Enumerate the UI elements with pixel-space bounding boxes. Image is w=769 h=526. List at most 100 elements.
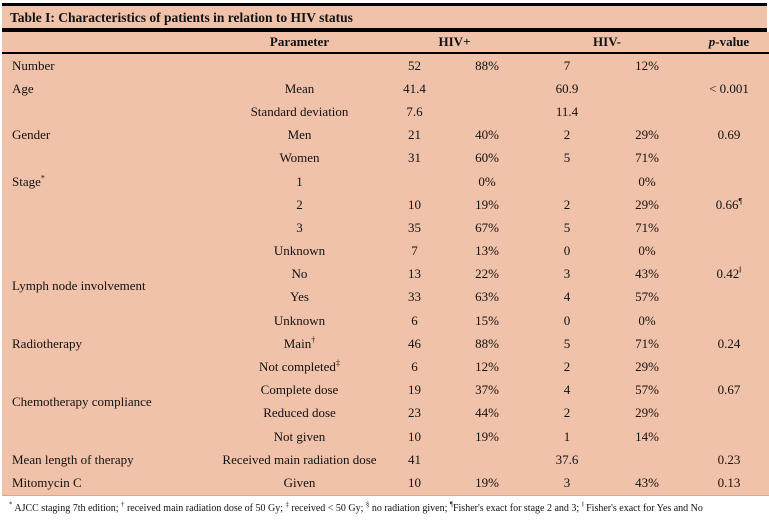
hiv-neg-n-cell: 0 xyxy=(563,312,571,328)
hiv-neg-n-cell: 60.9 xyxy=(555,80,579,96)
hiv-pos-pct-cell: 40% xyxy=(475,127,499,143)
hiv-neg-n-cell: 2 xyxy=(563,359,571,375)
hiv-neg-n-cell: 4 xyxy=(563,289,571,305)
parameter-cell: Given xyxy=(217,471,382,496)
hiv-neg-n-cell xyxy=(527,170,607,193)
parameter-cell: Women xyxy=(279,150,320,166)
hiv-pos-n-cell: 10 xyxy=(382,471,447,496)
hiv-pos-n-cell: 7 xyxy=(411,243,418,259)
category-cell: Age xyxy=(12,80,34,96)
hiv-pos-pct-cell xyxy=(447,448,527,471)
hiv-pos-n-cell: 10 xyxy=(408,428,421,444)
table-row-chemo-complete: Chemotherapy compliance Complete dose 19… xyxy=(2,379,769,409)
parameter-cell: No xyxy=(291,266,308,282)
footnote-text: Fisher's exact for stage 2 and 3; xyxy=(452,502,582,514)
parameter-cell: Unknown xyxy=(273,243,326,259)
hiv-neg-n-cell: 2 xyxy=(563,405,571,421)
hiv-pos-pct-cell: 88% xyxy=(475,335,499,351)
header-row: Parameter HIV+ HIV- p-value xyxy=(2,32,769,54)
footnote-marker-pilcrow: ¶ xyxy=(449,501,453,509)
table-row-stage-unknown: Unknown 7 13% 0 0% xyxy=(2,240,769,263)
hiv-neg-n-cell: 5 xyxy=(563,335,571,351)
parameter-cell: 1 xyxy=(296,173,303,189)
hiv-pos-pct-cell: 44% xyxy=(475,405,499,421)
hiv-neg-pct-cell: 29% xyxy=(635,359,659,375)
category-cell: Chemotherapy compliance xyxy=(12,393,152,409)
parameter-cell: 2 xyxy=(296,196,303,212)
category-cell xyxy=(2,216,217,239)
hiv-pos-pct-cell xyxy=(447,77,527,100)
header-parameter: Parameter xyxy=(217,32,382,54)
parameter-cell: Yes xyxy=(290,289,309,305)
p-value: 0.66 xyxy=(715,196,739,212)
table-row-gender-women: Women 31 60% 5 71% xyxy=(2,147,769,170)
category-cell xyxy=(2,425,217,448)
parameter-cell: 3 xyxy=(296,219,303,235)
characteristics-table-container: Table I: Characteristics of patients in … xyxy=(2,3,769,496)
p-value-cell xyxy=(687,147,769,170)
hiv-neg-n-cell: 5 xyxy=(563,150,571,166)
footnote-marker-double-dagger: ‡ xyxy=(285,501,289,509)
table-row-chemo-reduced: Reduced dose 23 44% 2 29% xyxy=(2,402,769,425)
category-cell xyxy=(2,100,217,123)
table-row-radiotherapy-main: Radiotherapy Main† 46 88% 5 71% 0.24 xyxy=(2,332,769,355)
p-value-cell: 0.23 xyxy=(717,451,741,467)
footnote-marker-double-dagger: ‡ xyxy=(335,358,340,368)
footnote-marker-asterisk: * xyxy=(40,173,45,183)
hiv-neg-pct-cell: 29% xyxy=(635,405,659,421)
hiv-neg-pct-cell: 71% xyxy=(635,150,659,166)
hiv-neg-pct-cell: 43% xyxy=(635,266,659,282)
hiv-pos-pct-cell: 37% xyxy=(475,382,499,398)
parameter-cell: Reduced dose xyxy=(263,405,336,421)
footnote-marker-section: § xyxy=(365,501,370,509)
hiv-pos-pct-cell: 19% xyxy=(475,196,499,212)
hiv-pos-n-cell: 46 xyxy=(408,335,421,351)
parameter-cell: Main† xyxy=(217,332,382,355)
category-cell: Number xyxy=(12,57,55,73)
hiv-neg-pct-cell: 71% xyxy=(635,219,659,235)
hiv-neg-n-cell: 1 xyxy=(563,428,571,444)
hiv-neg-n-cell: 11.4 xyxy=(555,103,579,119)
p-value-cell xyxy=(687,402,769,425)
parameter-label: Main xyxy=(283,335,312,351)
hiv-pos-pct-cell: 88% xyxy=(475,57,499,73)
table-header: Parameter HIV+ HIV- p-value xyxy=(2,32,769,54)
category-cell xyxy=(2,147,217,170)
table-row-age-mean: Age Mean 41.4 60.9 < 0.001 xyxy=(2,77,769,100)
hiv-pos-pct-cell: 19% xyxy=(475,428,499,444)
category-label: Stage xyxy=(12,173,41,189)
p-value-cell xyxy=(687,53,769,77)
parameter-cell: Complete dose xyxy=(260,382,339,398)
hiv-pos-pct-cell: 13% xyxy=(475,243,499,259)
footnote-text: no radiation given; xyxy=(369,502,450,514)
p-value-cell xyxy=(687,216,769,239)
hiv-pos-n-cell: 23 xyxy=(408,405,421,421)
p-value-rest: -value xyxy=(715,34,750,49)
category-cell xyxy=(2,240,217,263)
hiv-neg-pct-cell: 0% xyxy=(638,312,656,328)
hiv-neg-n-cell: 5 xyxy=(563,219,571,235)
hiv-neg-pct-cell: 12% xyxy=(635,57,659,73)
p-value-cell xyxy=(687,309,769,332)
hiv-neg-pct-cell xyxy=(607,448,687,471)
p-value-cell: 0.67 xyxy=(717,382,741,398)
p-value-cell: < 0.001 xyxy=(709,80,749,96)
hiv-neg-n-cell: 7 xyxy=(563,57,571,73)
table-row-lymph-no: Lymph node involvement No 13 22% 3 43% 0… xyxy=(2,263,769,293)
hiv-neg-pct-cell: 57% xyxy=(635,382,659,398)
hiv-neg-pct-cell: 0% xyxy=(638,173,656,189)
hiv-pos-n-cell: 7.6 xyxy=(406,103,423,119)
hiv-pos-pct-cell: 15% xyxy=(475,312,499,328)
hiv-neg-pct-cell: 14% xyxy=(635,428,659,444)
p-value-cell: 0.42‖ xyxy=(687,263,769,286)
title-divider-rule xyxy=(2,28,767,32)
parameter-cell xyxy=(217,53,382,77)
category-cell: Mitomycin C xyxy=(2,471,217,496)
p-value: 0.42 xyxy=(716,266,740,282)
hiv-neg-pct-cell: 29% xyxy=(635,127,659,143)
table-footnote: * AJCC staging 7th edition; † received m… xyxy=(0,496,769,514)
category-cell: Radiotherapy xyxy=(12,335,83,351)
header-hiv-negative: HIV- xyxy=(527,32,687,54)
parameter-cell: Not completed‡ xyxy=(217,355,382,378)
category-cell: Stage* xyxy=(2,170,217,193)
